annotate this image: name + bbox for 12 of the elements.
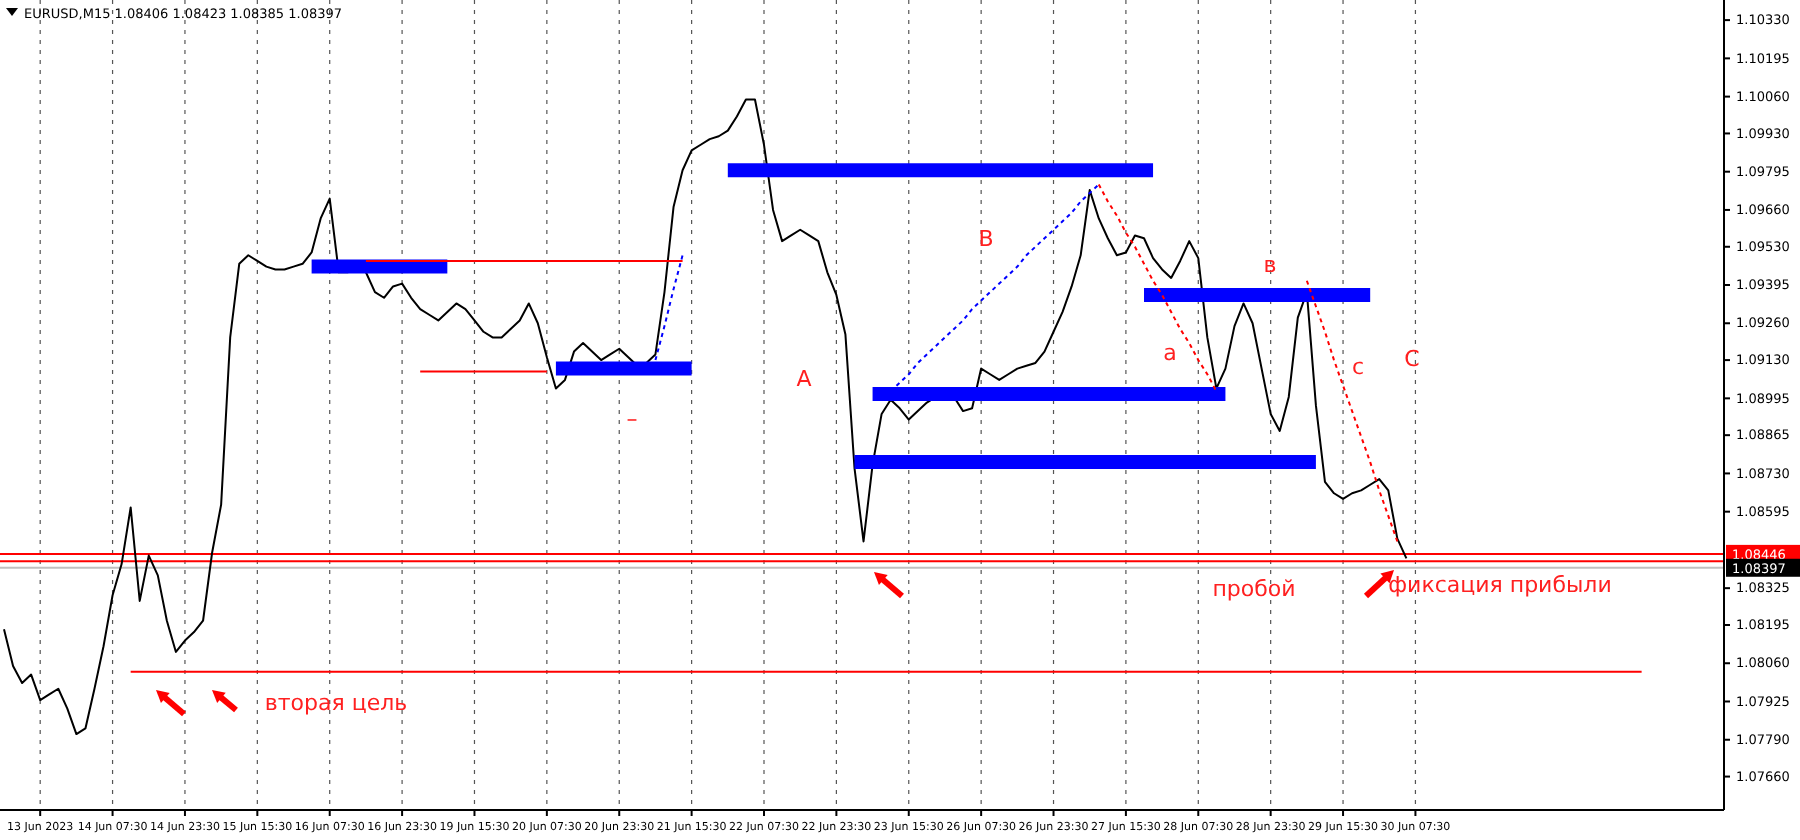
annotation: a: [1163, 340, 1177, 367]
annotation: A: [796, 366, 813, 393]
annotation: вторая цель: [264, 690, 408, 717]
annotation: c: [1351, 354, 1365, 381]
line-series: [1305, 279, 1399, 543]
annotation: в: [1263, 252, 1277, 279]
annotation: B: [978, 226, 994, 253]
annotation: фиксация прибыли: [1388, 572, 1612, 599]
annotation: пробой: [1212, 576, 1296, 603]
line-series: [1097, 183, 1218, 393]
annotation: –: [626, 406, 638, 433]
annotation: C: [1404, 346, 1421, 373]
